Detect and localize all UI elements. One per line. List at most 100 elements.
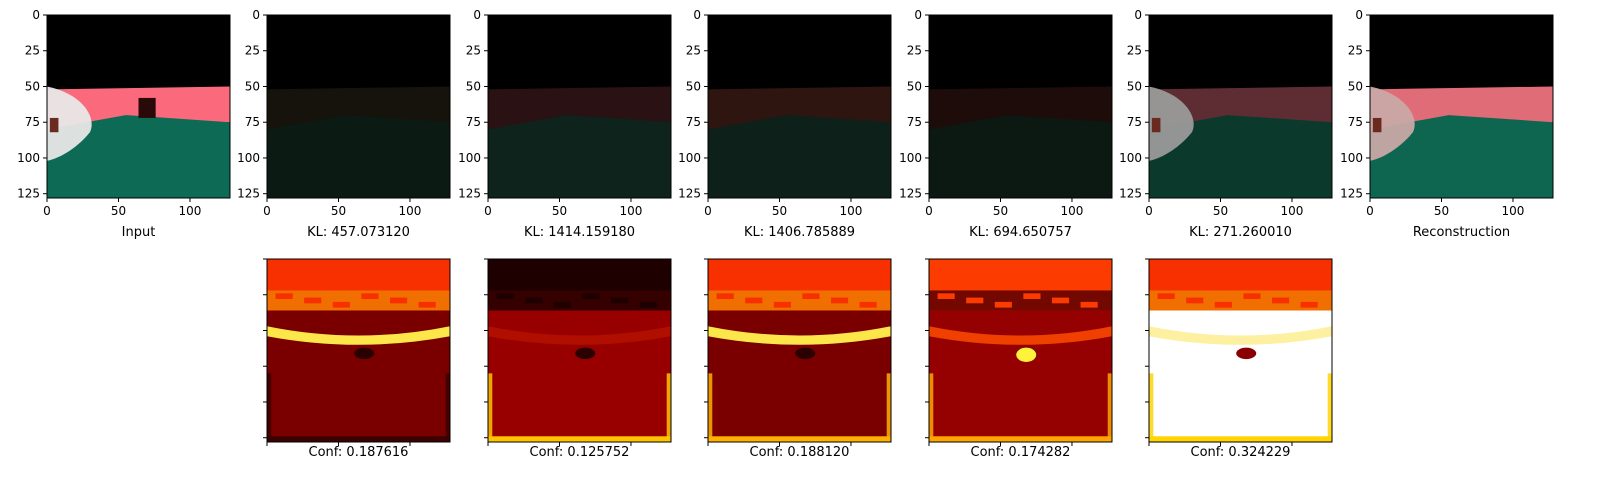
axes-frame [1148, 14, 1333, 199]
x-tick-label: 50 [772, 204, 787, 218]
horizon-band [1149, 326, 1332, 345]
panel-caption: Conf: 0.174282 [971, 445, 1071, 460]
ground-region [488, 115, 671, 198]
y-tick-label: 75 [245, 115, 260, 129]
y-tick-label: 25 [1348, 44, 1363, 58]
y-tick-label: 75 [907, 115, 922, 129]
car-light [1372, 117, 1382, 133]
right-edge-strip [1327, 373, 1332, 442]
x-tick-label: 50 [111, 204, 126, 218]
x-tick-label: 0 [925, 204, 933, 218]
bottom-edge-strip [929, 436, 1112, 442]
mottle-patch [966, 297, 984, 304]
x-tick-label: 0 [704, 204, 712, 218]
y-tick-label: 25 [245, 44, 260, 58]
mottle-patch [418, 301, 436, 308]
image-panel-input-0 [47, 15, 230, 198]
mottle-patch [332, 301, 350, 308]
x-tick-label: 0 [43, 204, 51, 218]
axes-frame [266, 258, 451, 443]
y-tick-label: 100 [458, 151, 481, 165]
ground-region [47, 115, 230, 198]
axes-frame [487, 14, 672, 199]
y-tick-label: 125 [17, 187, 40, 201]
x-tick-label: 50 [993, 204, 1008, 218]
x-tick-label: 0 [263, 204, 271, 218]
mottle-patch [582, 293, 600, 300]
y-tick-label: 100 [237, 151, 260, 165]
bottom-edge-strip [708, 436, 891, 442]
left-edge-strip [267, 373, 272, 442]
mottle-patch [361, 293, 379, 300]
axes-frame [707, 258, 892, 443]
bottom-edge-strip [267, 436, 450, 442]
image-panel-branch-2 [488, 15, 671, 198]
y-tick-label: 75 [686, 115, 701, 129]
confidence-panel-1 [488, 259, 671, 442]
y-tick-label: 25 [25, 44, 40, 58]
mottle-patch [1157, 293, 1175, 300]
mid-region [488, 290, 671, 311]
y-tick-label: 125 [1119, 187, 1142, 201]
mottle-patch [859, 301, 877, 308]
y-tick-label: 0 [473, 8, 481, 22]
x-tick-label: 50 [1434, 204, 1449, 218]
mottle-patch [1243, 293, 1261, 300]
x-tick-label: 100 [179, 204, 202, 218]
panel-caption: KL: 1414.159180 [524, 225, 635, 240]
y-tick-label: 75 [25, 115, 40, 129]
mottle-patch [716, 293, 734, 300]
panel-caption: KL: 1406.785889 [744, 225, 855, 240]
x-tick-label: 100 [1281, 204, 1304, 218]
x-tick-label: 100 [1061, 204, 1084, 218]
box-object [138, 97, 156, 118]
y-tick-label: 50 [686, 79, 701, 93]
bottom-edge-strip [1149, 436, 1332, 442]
mottle-patch [1023, 293, 1041, 300]
x-tick-label: 100 [620, 204, 643, 218]
panel-caption: KL: 457.073120 [307, 225, 410, 240]
confidence-panel-2 [708, 259, 891, 442]
horizon-band [267, 326, 450, 345]
y-tick-label: 0 [1355, 8, 1363, 22]
panel-caption: Conf: 0.125752 [530, 445, 630, 460]
x-tick-label: 100 [840, 204, 863, 218]
object-blob [1236, 347, 1257, 360]
car-light [49, 117, 59, 133]
ground-region [929, 115, 1112, 198]
wall-region [1370, 86, 1553, 130]
axes-frame [707, 14, 892, 199]
y-tick-label: 25 [686, 44, 701, 58]
wall-region [267, 86, 450, 130]
wall-region [929, 86, 1112, 130]
horizon-band [708, 326, 891, 345]
y-tick-label: 50 [245, 79, 260, 93]
image-panel-branch-5 [1149, 15, 1332, 198]
wall-region [1149, 86, 1332, 130]
image-panel-branch-1 [267, 15, 450, 198]
bottom-edge-strip [488, 436, 671, 442]
mottle-patch [802, 293, 820, 300]
x-tick-label: 0 [484, 204, 492, 218]
axes-frame [487, 258, 672, 443]
right-edge-strip [445, 373, 450, 442]
left-edge-strip [1149, 373, 1154, 442]
left-edge-strip [488, 373, 493, 442]
confidence-panel-3 [929, 259, 1112, 442]
car-shape [1370, 86, 1415, 161]
y-tick-label: 100 [1340, 151, 1363, 165]
x-tick-label: 0 [1145, 204, 1153, 218]
right-edge-strip [886, 373, 891, 442]
object-blob [354, 347, 375, 360]
y-tick-label: 100 [678, 151, 701, 165]
image-panel-reconstruction-6 [1370, 15, 1553, 198]
wall-region [708, 86, 891, 130]
ground-region [708, 115, 891, 198]
y-tick-label: 100 [1119, 151, 1142, 165]
panel-caption: KL: 271.260010 [1189, 225, 1292, 240]
mottle-patch [1300, 301, 1318, 308]
car-shape [47, 86, 92, 161]
y-tick-label: 75 [1348, 115, 1363, 129]
mottle-patch [275, 293, 293, 300]
y-tick-label: 125 [899, 187, 922, 201]
